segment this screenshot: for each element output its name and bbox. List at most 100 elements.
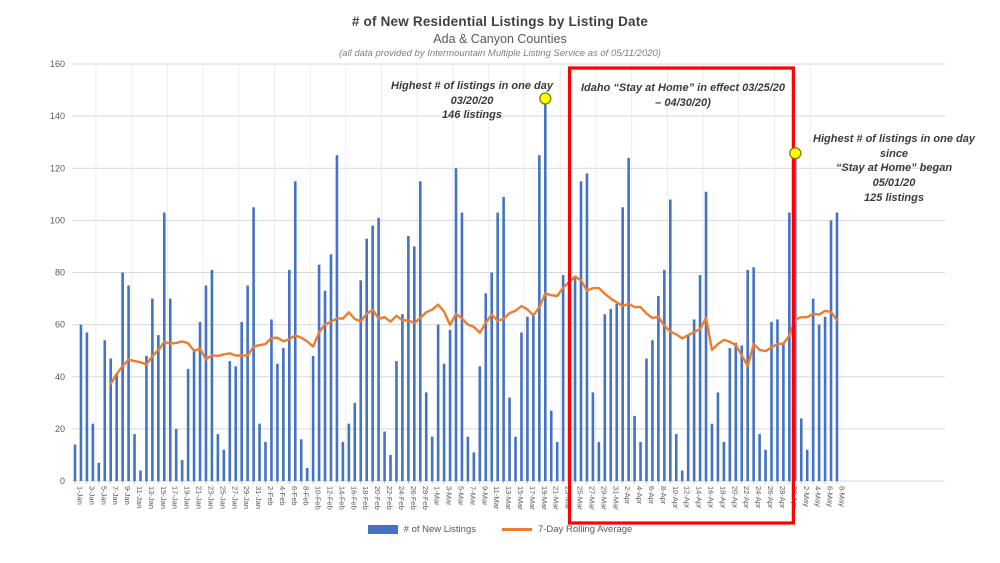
bar <box>680 470 684 481</box>
bar <box>424 392 428 481</box>
x-axis-tick-label: 28-Apr <box>778 486 787 509</box>
bar <box>776 319 779 481</box>
bar <box>454 168 458 481</box>
bar <box>805 449 809 481</box>
bar <box>591 392 595 481</box>
x-axis-tick-label: 5-Jan <box>99 486 108 505</box>
bar <box>252 207 255 481</box>
bar <box>597 441 601 481</box>
bar <box>383 431 386 481</box>
x-axis-tick-label: 25-Jan <box>218 486 227 509</box>
bar <box>514 436 517 481</box>
bar <box>520 332 523 481</box>
x-axis-tick-label: 9-Mar <box>480 486 489 506</box>
x-axis-tick-label: 2-Feb <box>266 486 275 506</box>
bar <box>799 418 803 481</box>
bar <box>311 355 315 481</box>
x-axis-tick-label: 20-Apr <box>730 486 739 509</box>
bar <box>651 340 654 481</box>
bar <box>484 293 488 481</box>
bar <box>603 314 607 481</box>
bar <box>663 269 666 481</box>
bar <box>829 220 833 481</box>
y-axis-tick-label: 140 <box>50 111 65 121</box>
x-axis-tick-label: 12-Feb <box>326 486 335 510</box>
x-axis-tick-label: 4-Feb <box>278 486 287 506</box>
y-axis-tick-label: 0 <box>60 476 65 486</box>
x-axis-tick-label: 18-Feb <box>361 486 370 510</box>
bar <box>442 363 446 481</box>
x-axis-tick-label: 28-Feb <box>421 486 430 510</box>
bar <box>561 275 565 481</box>
bar <box>276 363 279 481</box>
y-axis-tick-label: 60 <box>55 320 65 330</box>
x-axis-tick-label: 24-Feb <box>397 486 406 510</box>
bar <box>341 441 345 481</box>
bar <box>157 335 160 481</box>
x-axis-tick-label: 1-Jan <box>76 486 85 505</box>
bar <box>585 173 589 481</box>
source-note: (all data provided by Intermountain Mult… <box>339 48 661 59</box>
bar <box>204 285 208 481</box>
bar <box>103 340 107 481</box>
x-axis-tick-label: 7-Mar <box>468 486 477 506</box>
bar <box>299 439 303 481</box>
bar <box>395 361 398 481</box>
bar <box>234 366 238 481</box>
bar <box>436 324 440 481</box>
x-axis-tick-label: 11-Jan <box>135 486 144 508</box>
x-axis-tick-label: 31-Mar <box>611 486 620 510</box>
bar <box>353 402 357 481</box>
x-axis-tick-label: 1-Mar <box>433 486 442 506</box>
x-axis-tick-label: 26-Feb <box>409 486 418 510</box>
x-axis-tick-label: 4-Apr <box>635 486 644 505</box>
x-axis-tick-label: 15-Jan <box>159 486 168 509</box>
bar <box>430 436 434 481</box>
bar <box>538 155 541 481</box>
bar <box>228 361 232 481</box>
bar <box>496 212 499 481</box>
bar <box>657 295 660 481</box>
bar <box>198 322 202 481</box>
x-axis-tick-label: 8-Apr <box>659 486 668 505</box>
annotation-peak-march: Highest # of listings in one day 03/20/2… <box>391 80 553 122</box>
bar <box>389 454 392 481</box>
x-axis-tick-label: 13-Jan <box>147 486 156 509</box>
x-axis-tick-label: 6-Apr <box>647 486 656 505</box>
y-axis-tick-label: 40 <box>55 372 65 382</box>
chart-titles: # of New Residential Listings by Listing… <box>0 14 1000 59</box>
annotation-stay-at-home: Idaho “Stay at Home” in effect 03/25/20 … <box>581 82 785 109</box>
y-axis-tick-label: 100 <box>50 215 65 225</box>
bar <box>115 374 118 481</box>
rolling-average-line <box>109 275 839 385</box>
x-axis-tick-label: 24-Apr <box>754 486 763 509</box>
x-axis-tick-label: 31-Jan <box>254 486 263 509</box>
x-axis-tick-label: 27-Mar <box>587 486 596 510</box>
x-axis-tick-label: 25-Mar <box>576 486 585 510</box>
x-axis-tick-label: 29-Mar <box>599 486 608 510</box>
bar <box>73 444 77 481</box>
bar <box>698 275 702 481</box>
bar <box>788 212 791 481</box>
bar <box>782 342 785 481</box>
y-axis-tick-label: 160 <box>50 59 65 69</box>
x-axis-tick-label: 27-Jan <box>230 486 239 509</box>
bar <box>710 423 714 481</box>
x-axis-tick-label: 23-Jan <box>206 486 215 509</box>
bar <box>401 314 404 481</box>
bar <box>621 207 624 481</box>
bar <box>573 277 577 481</box>
bar <box>633 415 636 481</box>
bar <box>615 303 619 481</box>
x-axis-tick-label: 10-Feb <box>314 486 323 510</box>
x-axis-tick-label: 16-Apr <box>707 486 716 509</box>
bar <box>323 290 327 481</box>
bar <box>210 269 214 481</box>
bar <box>305 467 309 481</box>
x-axis-tick-label: 6-Feb <box>290 486 299 506</box>
bar <box>85 332 89 481</box>
bar <box>365 238 368 481</box>
bar <box>669 199 672 481</box>
x-axis-tick-label: 20-Feb <box>373 486 382 510</box>
bar <box>359 280 363 481</box>
